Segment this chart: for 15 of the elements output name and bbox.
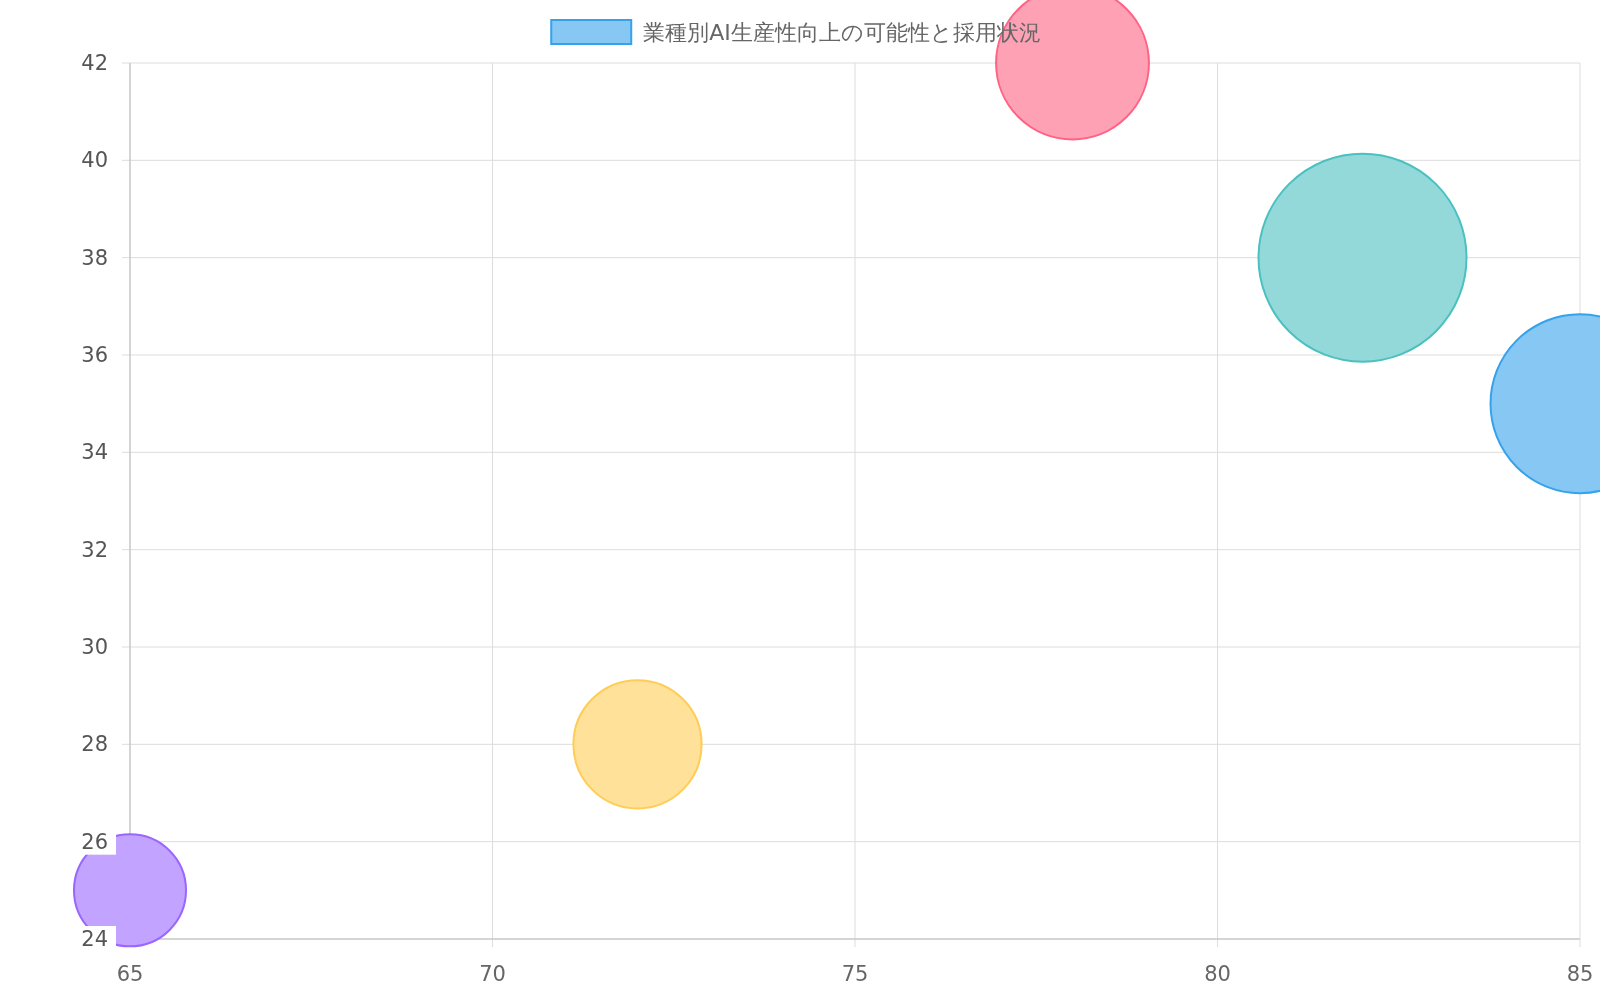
y-tick-label: 34 xyxy=(81,440,108,465)
y-tick-label: 30 xyxy=(81,635,108,659)
y-tick-label: 42 xyxy=(81,51,108,75)
x-tick-label: 70 xyxy=(479,962,506,986)
y-tick-label: 28 xyxy=(81,732,108,757)
x-tick-label: 75 xyxy=(841,962,869,986)
x-tick-label: 65 xyxy=(116,962,144,986)
y-tick-label: 36 xyxy=(81,343,108,367)
y-tick-label: 38 xyxy=(81,245,108,270)
x-tick-label: 85 xyxy=(1566,962,1594,986)
y-tick-label: 32 xyxy=(81,537,108,562)
y-tick-label: 40 xyxy=(81,148,108,173)
y-tick-label: 26 xyxy=(81,829,108,854)
y-tick-label: 24 xyxy=(81,927,108,951)
x-tick-label: 80 xyxy=(1204,962,1231,986)
